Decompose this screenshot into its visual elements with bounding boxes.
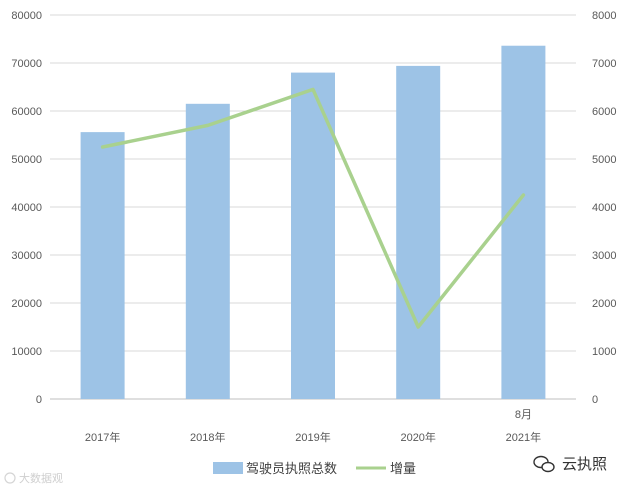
legend-label-line: 增量 (390, 462, 416, 477)
right-tick-label: 3000 (592, 250, 616, 262)
left-tick-label: 20000 (11, 298, 42, 310)
watermark-text: 大数据观 (19, 471, 63, 485)
bar (396, 65, 441, 399)
right-tick-label: 4000 (592, 202, 616, 214)
right-tick-label: 0 (592, 394, 598, 406)
category-label: 2018年 (190, 430, 225, 444)
brand-text: 云执照 (562, 455, 607, 473)
watermark-logo-icon (4, 472, 16, 484)
left-tick-label: 60000 (11, 106, 42, 118)
bar (80, 132, 125, 399)
right-tick-label: 7000 (592, 58, 616, 70)
right-tick-label: 8000 (592, 10, 616, 22)
left-tick-label: 10000 (11, 346, 42, 358)
legend-swatch-bar (213, 462, 243, 474)
left-tick-label: 80000 (11, 10, 42, 22)
right-tick-label: 6000 (592, 106, 616, 118)
right-tick-label: 1000 (592, 346, 616, 358)
category-axis: 2017年 2018年 2019年 2020年 2021年 8月 (85, 409, 541, 444)
bar (291, 72, 335, 399)
bar-series (80, 45, 546, 400)
bar (501, 45, 546, 399)
wechat-icon (533, 455, 555, 473)
watermark: 大数据观 (4, 471, 63, 485)
left-axis: 0 10000 20000 30000 40000 50000 60000 70000 8000… (11, 10, 42, 406)
line-series (100, 87, 526, 329)
category-annotation: 8月 (515, 409, 532, 421)
category-label: 2017年 (85, 430, 120, 444)
left-tick-label: 30000 (11, 250, 42, 262)
left-tick-label: 0 (36, 394, 42, 406)
brand-mark: 云执照 (533, 455, 607, 473)
category-label: 2019年 (295, 430, 330, 444)
category-label: 2020年 (400, 430, 435, 444)
legend-label-bar: 驾驶员执照总数 (246, 462, 337, 477)
bar (185, 103, 230, 400)
right-axis: 0 1000 2000 3000 4000 5000 6000 7000 8000 (592, 10, 616, 406)
left-tick-label: 50000 (11, 154, 42, 166)
left-tick-label: 70000 (11, 58, 42, 70)
left-tick-label: 40000 (11, 202, 42, 214)
right-tick-label: 5000 (592, 154, 616, 166)
legend: 驾驶员执照总数 增量 (213, 462, 416, 477)
category-label: 2021年 (506, 430, 541, 444)
right-tick-label: 2000 (592, 298, 616, 310)
